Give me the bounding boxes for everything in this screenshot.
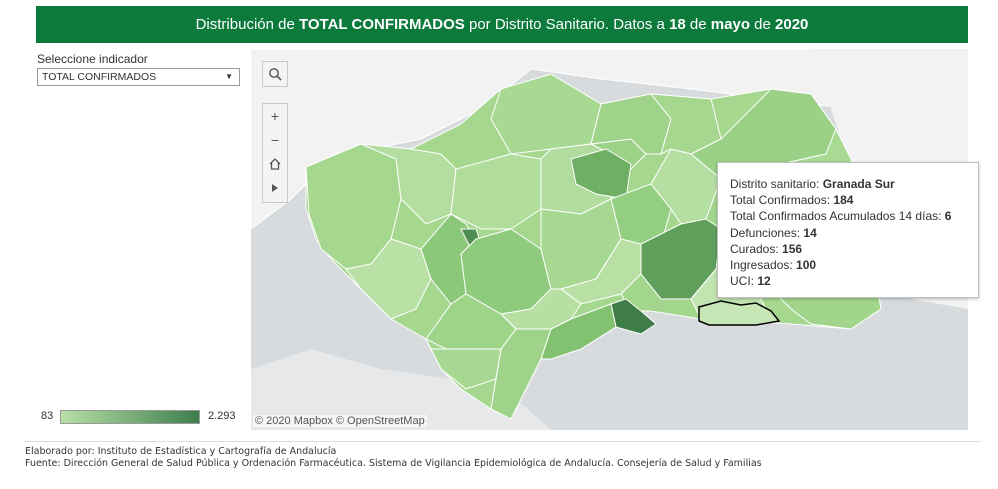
tooltip-row-district: Distrito sanitario: Granada Sur <box>730 177 895 191</box>
legend-min-label: 83 <box>41 410 54 422</box>
home-icon <box>269 158 281 170</box>
map-attribution[interactable]: © 2020 Mapbox © OpenStreetMap <box>253 415 427 427</box>
title-text: Distribución de TOTAL CONFIRMADOS por Di… <box>195 16 809 33</box>
district-sevilla-norte <box>450 153 542 230</box>
tooltip-row-total: Total Confirmados: 184 <box>730 193 854 208</box>
district-granada-sur-highlight <box>698 300 781 326</box>
indicator-label: Seleccione indicador <box>37 52 148 66</box>
home-button[interactable] <box>263 152 287 176</box>
tooltip-row-recovered: Curados: 156 <box>730 241 803 256</box>
indicator-select-value: TOTAL CONFIRMADOS <box>42 71 157 83</box>
tooltip-row-deaths: Defunciones: 14 <box>730 225 817 240</box>
legend-max-label: 2.293 <box>208 410 236 422</box>
tooltip-row-icu: UCI: 12 <box>730 274 771 289</box>
footer-source: Fuente: Dirección General de Salud Públi… <box>25 458 762 469</box>
indicator-select[interactable]: TOTAL CONFIRMADOS ▼ <box>37 68 240 86</box>
page-title: Distribución de TOTAL CONFIRMADOS por Di… <box>36 6 968 43</box>
land-africa <box>251 349 551 430</box>
district-campo-gibraltar <box>490 328 552 420</box>
map-search-button[interactable] <box>262 61 288 87</box>
zoom-out-button[interactable]: − <box>270 132 280 148</box>
district-malaga-norte <box>559 238 642 305</box>
district-tooltip: Distrito sanitario: Granada Sur Total Co… <box>717 162 979 298</box>
tooltip-row-14days: Total Confirmados Acumulados 14 días: 6 <box>730 209 952 224</box>
tooltip-row-hospitalized: Ingresados: 100 <box>730 258 817 273</box>
legend-color-ramp <box>60 410 200 424</box>
search-icon <box>269 68 282 81</box>
footer: Elaborado por: Instituto de Estadística … <box>25 446 762 470</box>
play-button[interactable] <box>263 176 287 200</box>
zoom-in-button[interactable]: + <box>270 108 280 124</box>
footer-divider <box>24 441 981 442</box>
footer-author: Elaborado por: Instituto de Estadística … <box>25 446 337 457</box>
map-canvas[interactable] <box>251 49 968 430</box>
caret-down-icon: ▼ <box>225 72 233 81</box>
play-icon <box>272 184 278 192</box>
map[interactable] <box>251 49 968 430</box>
map-toolbar: + − <box>262 103 288 203</box>
